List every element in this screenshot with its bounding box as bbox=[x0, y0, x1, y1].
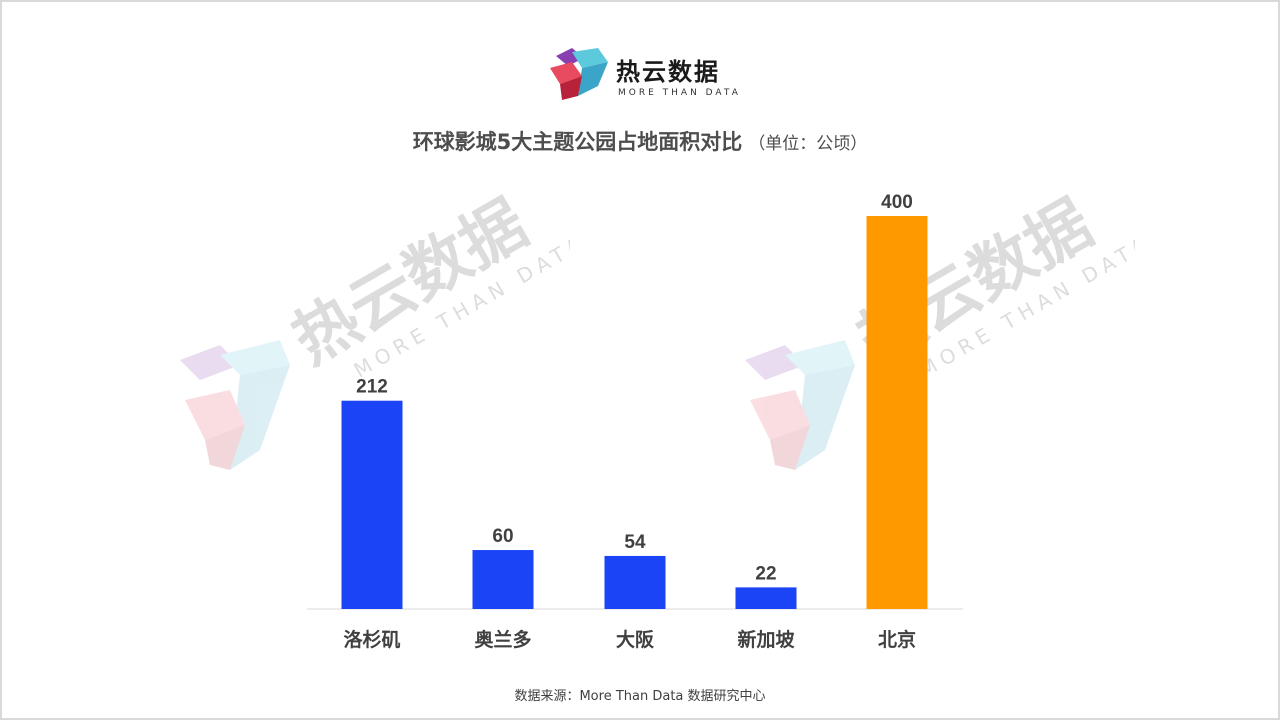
category-label-1: 洛杉矶 bbox=[343, 628, 400, 651]
brand-logo: 热云数据 MORE THAN DATA bbox=[548, 46, 738, 102]
bar-2 bbox=[472, 550, 534, 609]
logo-text: 热云数据 bbox=[616, 58, 720, 86]
data-label-1: 212 bbox=[356, 377, 388, 398]
category-label-5: 北京 bbox=[878, 628, 916, 651]
chart-unit-label: （单位：公顷） bbox=[748, 134, 868, 154]
category-label-3: 大阪 bbox=[616, 628, 655, 651]
logo-subtext: MORE THAN DATA bbox=[618, 88, 741, 98]
logo-cube-icon bbox=[550, 48, 608, 100]
data-label-2: 60 bbox=[492, 526, 513, 547]
chart-title: 环球影城5大主题公园占地面积对比 bbox=[412, 130, 743, 154]
category-label-2: 奥兰多 bbox=[474, 628, 531, 651]
bar-1 bbox=[341, 400, 403, 609]
data-label-5: 400 bbox=[881, 192, 913, 213]
bar-4 bbox=[735, 587, 797, 609]
data-source-note: 数据来源：More Than Data 数据研究中心 bbox=[514, 689, 766, 704]
chart-title-row: 环球影城5大主题公园占地面积对比 （单位：公顷） bbox=[0, 126, 1280, 156]
data-label-3: 54 bbox=[624, 532, 646, 553]
bar-5 bbox=[866, 216, 928, 609]
category-label-4: 新加坡 bbox=[737, 628, 795, 651]
data-label-4: 22 bbox=[755, 563, 776, 584]
bar-3 bbox=[604, 555, 666, 609]
